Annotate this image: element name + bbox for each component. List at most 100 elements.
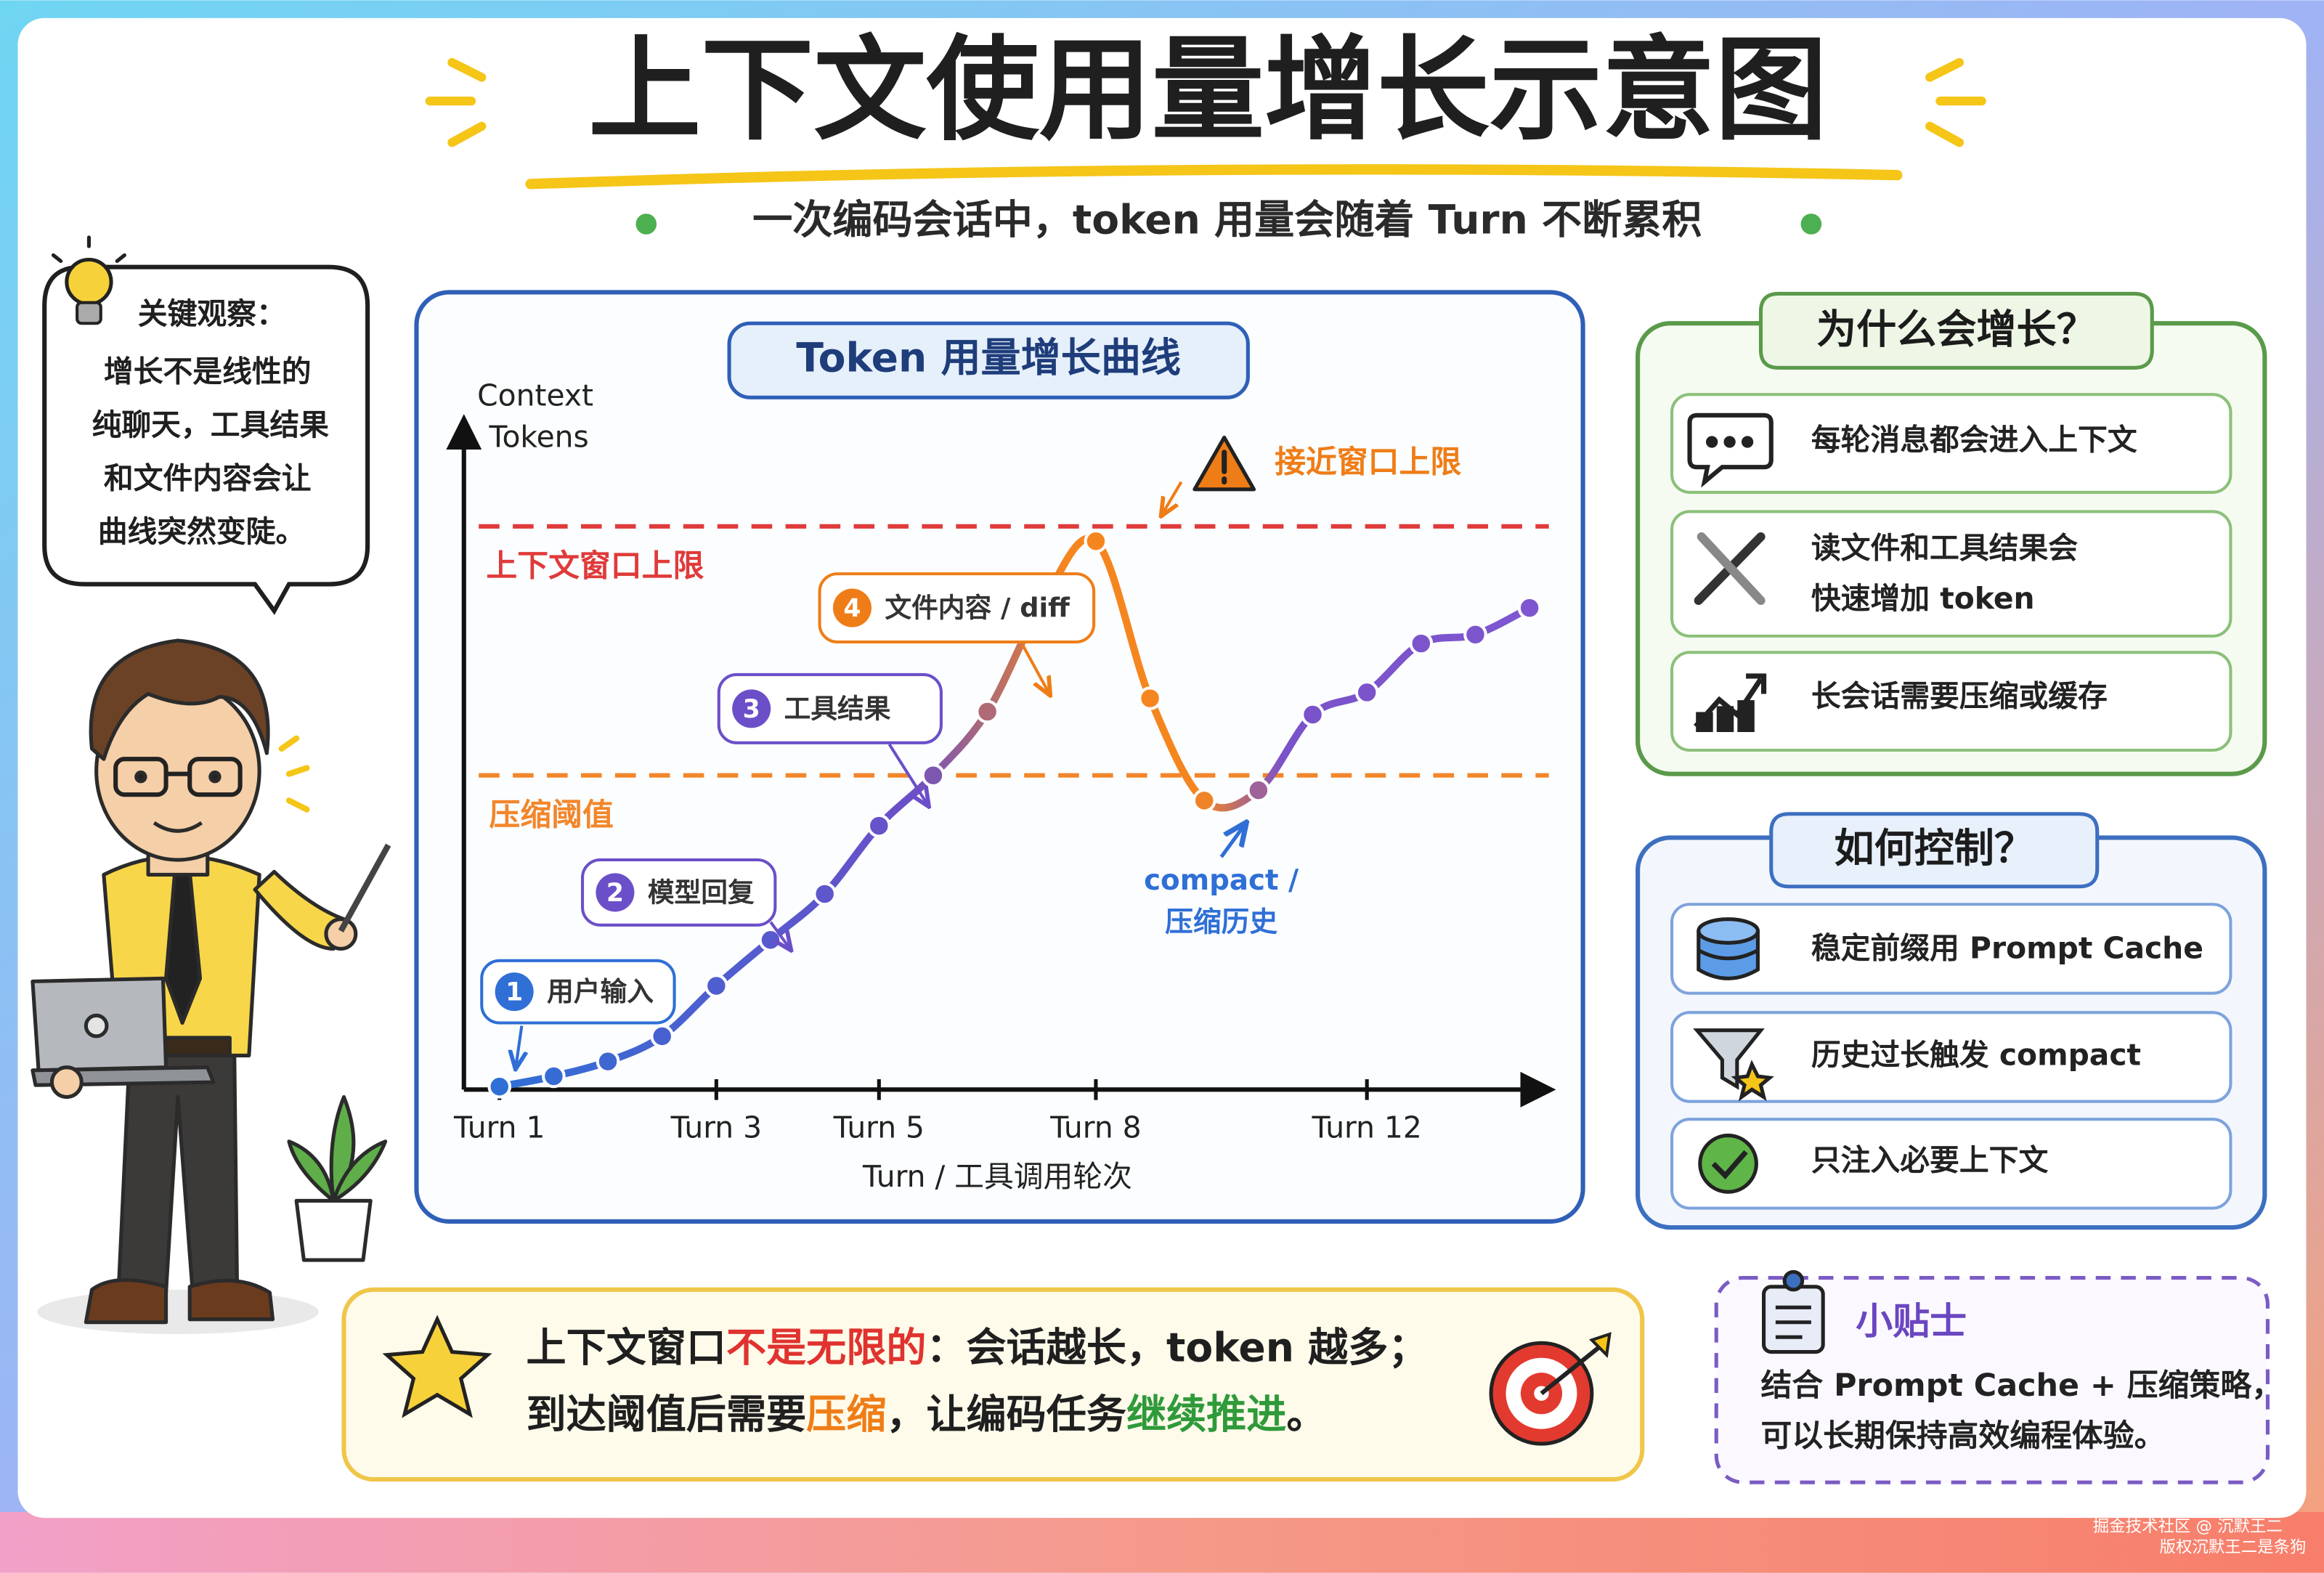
title-underline [525, 164, 1903, 190]
data-point [542, 1064, 566, 1089]
banner: 上下文窗口不是无限的：会话越长，token 越多； 到达阈值后需要压缩，让编码任… [341, 1287, 1645, 1482]
sparkle-left-part [447, 57, 487, 82]
panel-item: 长会话需要压缩或缓存 [1811, 679, 2108, 714]
bulb-icon [51, 235, 126, 325]
chat-icon-part [1687, 412, 1774, 488]
bulb-icon-part [51, 235, 126, 264]
chat-icon-part [1705, 436, 1718, 448]
tip-line: 可以长期保持高效编程体验。 [1760, 1418, 2165, 1454]
why-panel-part [1670, 393, 2232, 494]
why-panel-part [1670, 510, 2232, 638]
bullet [635, 214, 657, 235]
panel-title: 如何控制？ [1835, 825, 2034, 871]
funnel-icon-part [1731, 1060, 1774, 1102]
callout-text: 模型回复 [648, 877, 755, 908]
banner-emphasis: 继续推进 [1126, 1391, 1286, 1437]
annotation-arrow [1162, 481, 1183, 515]
callout-box [717, 672, 943, 744]
chart-frame: Token 用量增长曲线 Context Tokens Turn / 工具调用轮… [414, 290, 1585, 1224]
callout-badge [732, 689, 771, 728]
plant [287, 1094, 388, 1262]
observation-title: 关键观察： [138, 296, 286, 331]
observation-line: 增长不是线性的 [104, 354, 312, 389]
banner-text: ：会话越长，token 越多； [926, 1325, 1428, 1371]
sparkle-right-part [1925, 57, 1965, 82]
banner-text: 。 [1286, 1391, 1326, 1437]
data-point [596, 1049, 620, 1073]
character-part [37, 1289, 319, 1335]
character-part-part [285, 765, 310, 777]
character-part [208, 771, 222, 784]
callout-box [818, 572, 1096, 644]
character-part [338, 843, 391, 932]
y-axis-label: Context [477, 378, 593, 412]
tools-icon-part [1697, 532, 1766, 605]
plant-part [294, 1198, 373, 1262]
why-panel: 为什么会增长？ 每轮消息都会进入上下文 读文件和工具结果会 快速增加 token… [1636, 291, 2267, 776]
bulb-icon-part-part [51, 253, 63, 264]
panel-title: 为什么会增长？ [1816, 306, 2097, 353]
callout-arrow [769, 921, 790, 949]
bulb-icon-part [76, 301, 102, 325]
why-panel-part [1670, 651, 2232, 752]
annotation-arrow [1219, 824, 1246, 858]
control-panel: 如何控制？ 稳定前缀用 Prompt Cache 历史过长触发 compact … [1636, 812, 2267, 1230]
callout-text: 工具结果 [784, 693, 891, 724]
data-point [1192, 789, 1216, 813]
funnel-icon [1693, 1028, 1774, 1102]
tip-line: 结合 Prompt Cache + 压缩策略， [1760, 1367, 2283, 1404]
why-panel-part [1758, 291, 2154, 370]
target-icon-part [1589, 1332, 1612, 1358]
database-icon-part [1697, 917, 1760, 945]
x-axis-label: Turn / 工具调用轮次 [862, 1159, 1132, 1194]
data-point [921, 763, 946, 788]
target-icon [1489, 1332, 1612, 1446]
character [31, 638, 391, 1335]
callout-text: 文件内容 / diff [885, 593, 1070, 624]
chat-icon-part [1723, 436, 1736, 448]
chat-icon-part [1741, 436, 1754, 448]
watermark: 掘金技术社区 @ 沉默王二 [2093, 1517, 2283, 1536]
title: 上下文使用量增长示意图 [588, 25, 1827, 156]
character-part-part [285, 797, 310, 813]
data-point [1517, 596, 1542, 620]
panel-item: 只注入必要上下文 [1811, 1142, 2049, 1177]
panel-item: 读文件和工具结果会 [1811, 530, 2078, 565]
x-tick-label: Turn 5 [833, 1110, 925, 1145]
plant-part [331, 1139, 388, 1203]
control-panel-part [1769, 812, 2100, 889]
data-point [487, 1074, 512, 1099]
callout-number: 2 [606, 879, 624, 908]
character-part [84, 1277, 168, 1325]
callout-number: 1 [505, 978, 523, 1007]
callout-number: 3 [743, 695, 760, 724]
sparkle-left [425, 57, 487, 147]
banner-line: 到达阈值后需要压缩，让编码任务继续推进。 [526, 1391, 1326, 1437]
banner-text: 到达阈值后需要 [526, 1391, 806, 1437]
chat-icon [1687, 412, 1774, 488]
check-icon-part [1711, 1150, 1748, 1179]
callout-text: 用户输入 [547, 976, 654, 1007]
data-point [704, 974, 728, 998]
panel-item: 稳定前缀用 Prompt Cache [1811, 931, 2203, 966]
character-part [153, 821, 203, 833]
data-point [1463, 622, 1487, 647]
character-part [84, 1013, 109, 1038]
character-part [324, 917, 358, 951]
observation-line: 曲线突然变陡。 [98, 514, 306, 549]
x-tick-label: Turn 12 [1311, 1110, 1421, 1145]
character-part-part [187, 757, 243, 797]
y-axis-label: Tokens [488, 419, 588, 454]
check-icon [1698, 1134, 1758, 1194]
banner-emphasis: 不是无限的 [726, 1325, 926, 1371]
banner-part [341, 1287, 1645, 1482]
data-point [1138, 686, 1162, 710]
chart-frame-part [727, 321, 1250, 399]
banner-line: 上下文窗口不是无限的：会话越长，token 越多； [526, 1325, 1428, 1371]
reference-label: 压缩阈值 [489, 797, 613, 833]
callout-arrow [887, 743, 927, 805]
check-icon-part [1698, 1134, 1758, 1194]
character-part [89, 638, 270, 761]
